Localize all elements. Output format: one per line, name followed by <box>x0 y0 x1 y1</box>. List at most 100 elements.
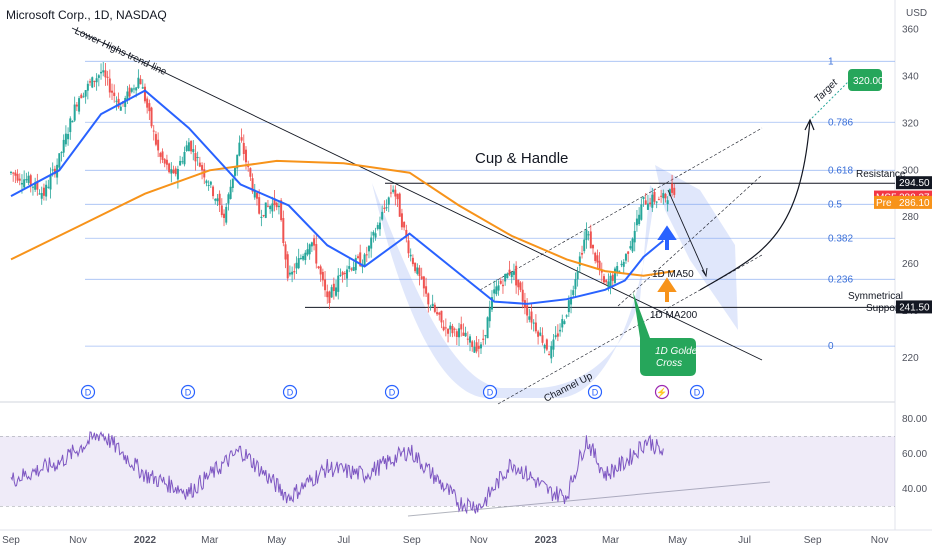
fib-level-label: 1 <box>828 56 834 67</box>
price-candle-body <box>111 90 114 93</box>
price-candle-body <box>541 335 544 343</box>
price-candle-body <box>154 134 157 145</box>
price-candle-body <box>668 189 671 196</box>
earnings-marker-icon <box>654 384 670 400</box>
x-tick-label: Jul <box>337 535 350 546</box>
price-candle-body <box>53 168 56 175</box>
price-candle-body <box>176 169 179 180</box>
rsi-tick-label: 40.00 <box>902 484 927 495</box>
price-candle-body <box>341 272 344 275</box>
price-candle-body <box>649 202 652 205</box>
price-candle-body <box>104 70 107 78</box>
price-candle-body <box>537 331 540 337</box>
x-tick-label: May <box>267 535 286 546</box>
handle-shape <box>655 165 738 330</box>
price-candle-body <box>550 346 553 359</box>
dividend-marker-label: D <box>487 388 494 398</box>
price-candle-body <box>308 244 311 255</box>
price-candle-body <box>365 254 368 256</box>
price-candle-body <box>552 339 555 350</box>
price-candle-body <box>172 169 175 174</box>
price-candle-body <box>497 285 500 291</box>
price-candle-body <box>286 254 289 279</box>
price-candle-body <box>328 291 331 303</box>
price-candle-body <box>231 178 234 188</box>
price-tag-value: 294.50 <box>899 178 930 189</box>
price-candle-body <box>666 200 669 205</box>
price-candle-body <box>12 172 15 174</box>
price-candle-body <box>16 173 19 181</box>
price-candle-body <box>488 307 491 322</box>
price-candle-body <box>646 203 649 210</box>
price-candle-body <box>86 83 89 91</box>
price-candle-body <box>418 267 421 277</box>
price-candle-body <box>225 206 228 223</box>
price-candle-body <box>592 244 595 249</box>
price-candle-body <box>644 200 647 205</box>
price-candle-body <box>14 172 17 176</box>
price-candle-body <box>332 283 335 292</box>
price-candle-body <box>295 262 298 269</box>
price-candle-body <box>100 71 103 74</box>
price-candle-body <box>622 261 625 267</box>
price-candle-body <box>594 252 597 261</box>
x-tick-label: May <box>668 535 687 546</box>
price-candle-body <box>517 279 520 288</box>
price-candle-body <box>299 257 302 259</box>
cup-shape <box>372 183 655 399</box>
target-label: Target <box>812 77 840 105</box>
rsi-line <box>10 431 664 515</box>
price-candle-body <box>183 151 186 165</box>
price-candle-body <box>306 249 309 255</box>
price-candle-body <box>504 274 507 282</box>
price-tag <box>896 195 932 209</box>
price-candle-body <box>495 286 498 295</box>
pattern-label: Cup & Handle <box>475 150 568 167</box>
price-candle-body <box>627 251 630 254</box>
price-candle-body <box>157 139 160 151</box>
trendline-label: Lower Highs trend-line <box>73 26 169 78</box>
dividend-marker-icon <box>80 384 96 400</box>
price-candle-body <box>526 305 529 316</box>
price-candle-body <box>280 200 283 221</box>
price-candle-body <box>534 322 537 332</box>
price-candle-body <box>585 229 588 241</box>
price-candle-body <box>367 245 370 252</box>
golden-cross-bubble <box>633 292 696 376</box>
price-candle-body <box>376 225 379 230</box>
price-candle-body <box>115 100 118 102</box>
price-candle-body <box>40 193 43 199</box>
price-candle-body <box>660 195 663 197</box>
price-candle-body <box>460 324 463 330</box>
price-candle-body <box>258 197 261 214</box>
price-candle-body <box>179 160 182 166</box>
price-candle-body <box>80 94 83 99</box>
price-candle-body <box>431 303 434 307</box>
price-candle-body <box>27 175 30 183</box>
ma50-arrow-icon <box>657 225 677 250</box>
price-candle-body <box>326 291 329 298</box>
fib-level-label: 0 <box>828 341 834 352</box>
x-tick-label: 2022 <box>134 535 157 546</box>
price-candle-body <box>343 272 346 275</box>
price-candle-body <box>190 140 193 152</box>
x-tick-label: Jul <box>738 535 751 546</box>
price-candle-body <box>539 332 542 336</box>
chart-title: Microsoft Corp., 1D, NASDAQ <box>6 8 167 22</box>
price-candle-body <box>357 256 359 258</box>
price-candle-body <box>262 215 265 217</box>
price-candle-body <box>605 280 608 283</box>
price-candle-body <box>260 216 263 219</box>
price-candle-body <box>330 287 333 298</box>
price-candle-body <box>442 326 445 331</box>
price-candle-body <box>240 137 243 141</box>
price-candle-body <box>234 167 237 176</box>
price-candle-body <box>374 233 377 238</box>
price-candle-body <box>242 142 245 154</box>
price-candle-body <box>528 316 531 320</box>
price-candle-body <box>411 257 414 265</box>
price-candle-body <box>583 239 586 252</box>
price-candle-body <box>403 222 406 228</box>
price-candle-body <box>315 244 318 264</box>
